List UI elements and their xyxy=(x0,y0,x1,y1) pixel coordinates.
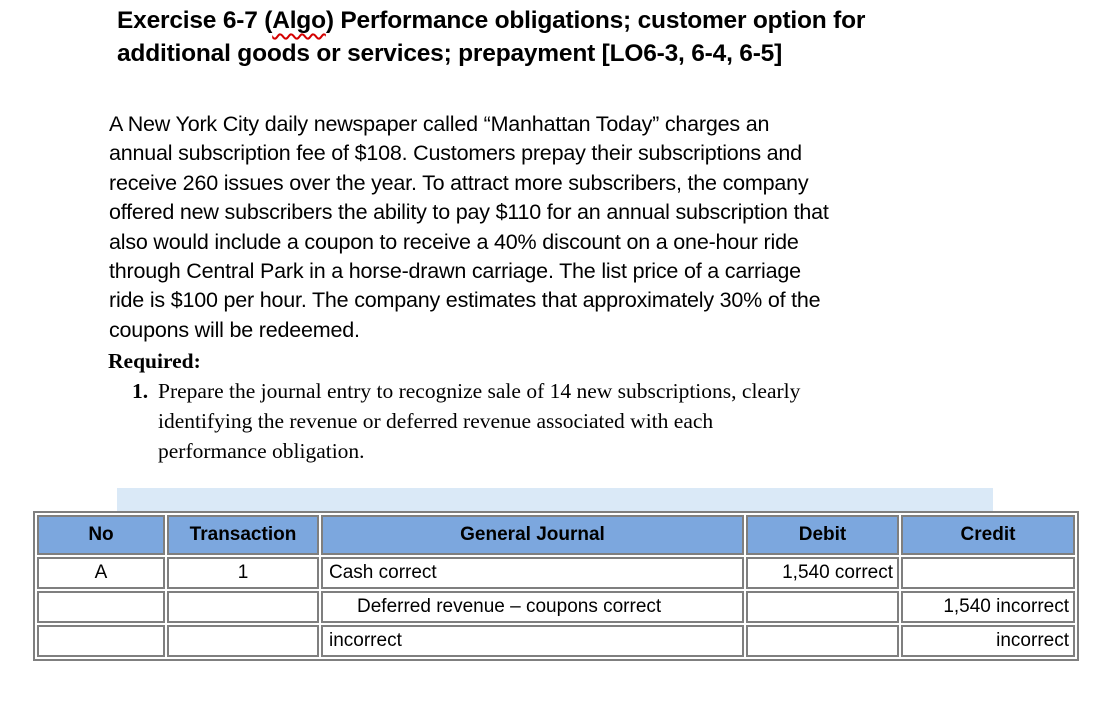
cell-debit xyxy=(746,625,899,657)
cell-no xyxy=(37,591,165,623)
title-suffix: ) Performance obligations; customer opti… xyxy=(325,7,866,34)
cell-account: Cash correct xyxy=(321,557,744,589)
cell-debit xyxy=(746,591,899,623)
cell-debit: 1,540 correct xyxy=(746,557,899,589)
cell-account: incorrect xyxy=(321,625,744,657)
title-line1: Exercise 6-7 (Algo) Performance obligati… xyxy=(117,4,1077,37)
required-section: Required: 1. Prepare the journal entry t… xyxy=(108,346,1048,466)
cell-credit xyxy=(901,557,1075,589)
table-row: A 1 Cash correct 1,540 correct xyxy=(37,557,1075,589)
title-prefix: Exercise 6-7 ( xyxy=(117,7,273,34)
title-algo-spellcheck: Algo xyxy=(272,7,326,34)
col-header-transaction: Transaction xyxy=(167,515,319,555)
requirement-number: 1. xyxy=(132,379,149,403)
highlight-band xyxy=(117,488,993,511)
page-title: Exercise 6-7 (Algo) Performance obligati… xyxy=(117,4,1077,70)
cell-credit: incorrect xyxy=(901,625,1075,657)
requirement-item: 1. Prepare the journal entry to recogniz… xyxy=(108,376,1048,466)
journal-entry-table: No Transaction General Journal Debit Cre… xyxy=(33,511,1079,661)
col-header-credit: Credit xyxy=(901,515,1075,555)
cell-account: Deferred revenue – coupons correct xyxy=(321,591,744,623)
cell-credit: 1,540 incorrect xyxy=(901,591,1075,623)
cell-no: A xyxy=(37,557,165,589)
col-header-debit: Debit xyxy=(746,515,899,555)
cell-transaction xyxy=(167,625,319,657)
cell-no xyxy=(37,625,165,657)
cell-transaction xyxy=(167,591,319,623)
cell-transaction: 1 xyxy=(167,557,319,589)
title-line2: additional goods or services; prepayment… xyxy=(117,40,783,67)
requirement-text: Prepare the journal entry to recognize s… xyxy=(158,379,801,463)
table-header-row: No Transaction General Journal Debit Cre… xyxy=(37,515,1075,555)
table-row: incorrect incorrect xyxy=(37,625,1075,657)
required-label: Required: xyxy=(108,349,201,373)
col-header-no: No xyxy=(37,515,165,555)
problem-statement: A New York City daily newspaper called “… xyxy=(109,112,829,342)
col-header-general-journal: General Journal xyxy=(321,515,744,555)
table-row: Deferred revenue – coupons correct 1,540… xyxy=(37,591,1075,623)
